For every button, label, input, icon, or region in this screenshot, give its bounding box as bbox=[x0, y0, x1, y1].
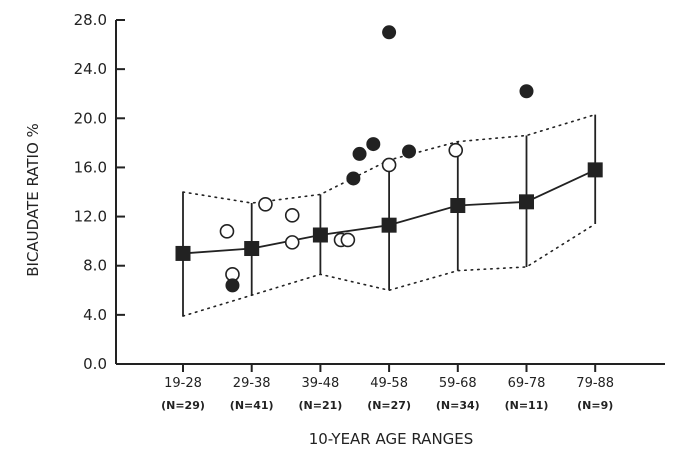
mean-square-marker bbox=[244, 241, 260, 257]
x-tick-label: 19-28 bbox=[164, 376, 202, 391]
y-tick-label: 24.0 bbox=[74, 60, 107, 78]
mean-square-marker bbox=[381, 217, 397, 233]
y-tick-label: 0.0 bbox=[83, 355, 107, 373]
open-circle-point bbox=[284, 235, 300, 250]
x-n-label: (N=21) bbox=[299, 399, 343, 412]
axis-labels: 0.0 4.0 8.0 12.0 16.0 20.0 24.0 28.0 19-28 (N=29)… bbox=[74, 11, 614, 412]
x-n-label: (N=27) bbox=[367, 399, 411, 412]
filled-circle-point bbox=[366, 137, 381, 152]
y-tick-label: 12.0 bbox=[74, 208, 107, 226]
x-tick-label: 79-88 bbox=[576, 376, 614, 391]
y-tick-label: 8.0 bbox=[83, 257, 107, 275]
open-circle-point bbox=[448, 142, 464, 158]
y-tick-label: 16.0 bbox=[74, 158, 107, 176]
open-circle-point bbox=[340, 232, 356, 248]
error-bars bbox=[182, 114, 597, 317]
filled-circle-point bbox=[519, 84, 534, 99]
open-circle-point bbox=[284, 208, 300, 223]
x-tick-label: 39-48 bbox=[302, 376, 340, 391]
open-circle-point bbox=[219, 224, 235, 239]
y-axis-title: BICAUDATE RATIO % bbox=[24, 123, 42, 277]
mean-square-marker bbox=[587, 162, 603, 178]
x-n-label: (N=9) bbox=[577, 399, 613, 412]
x-tick-label: 59-68 bbox=[439, 376, 477, 391]
x-n-label: (N=34) bbox=[436, 399, 480, 412]
y-tick-label: 20.0 bbox=[74, 109, 107, 127]
y-tick-label: 28.0 bbox=[74, 11, 107, 29]
axes bbox=[115, 19, 665, 372]
mean-square-marker bbox=[312, 227, 328, 243]
data-points bbox=[175, 25, 603, 293]
x-tick-label: 29-38 bbox=[233, 376, 271, 391]
y-tick-label: 4.0 bbox=[83, 306, 107, 324]
x-axis-title: 10-YEAR AGE RANGES bbox=[309, 430, 474, 448]
x-n-label: (N=41) bbox=[230, 399, 274, 412]
x-tick-label: 49-58 bbox=[370, 376, 408, 391]
filled-circle-point bbox=[352, 146, 367, 161]
filled-circle-point bbox=[382, 25, 397, 40]
x-n-label: (N=29) bbox=[161, 399, 205, 412]
mean-square-marker bbox=[519, 194, 534, 210]
mean-square-marker bbox=[450, 198, 466, 214]
open-circle-point bbox=[258, 196, 273, 212]
x-n-label: (N=11) bbox=[505, 399, 549, 412]
open-circle-point bbox=[381, 157, 397, 173]
mean-square-marker bbox=[175, 245, 191, 261]
filled-circle-point bbox=[346, 171, 361, 186]
x-tick-label: 69-78 bbox=[508, 376, 546, 391]
filled-circle-point bbox=[225, 278, 240, 293]
filled-circle-point bbox=[402, 144, 417, 159]
